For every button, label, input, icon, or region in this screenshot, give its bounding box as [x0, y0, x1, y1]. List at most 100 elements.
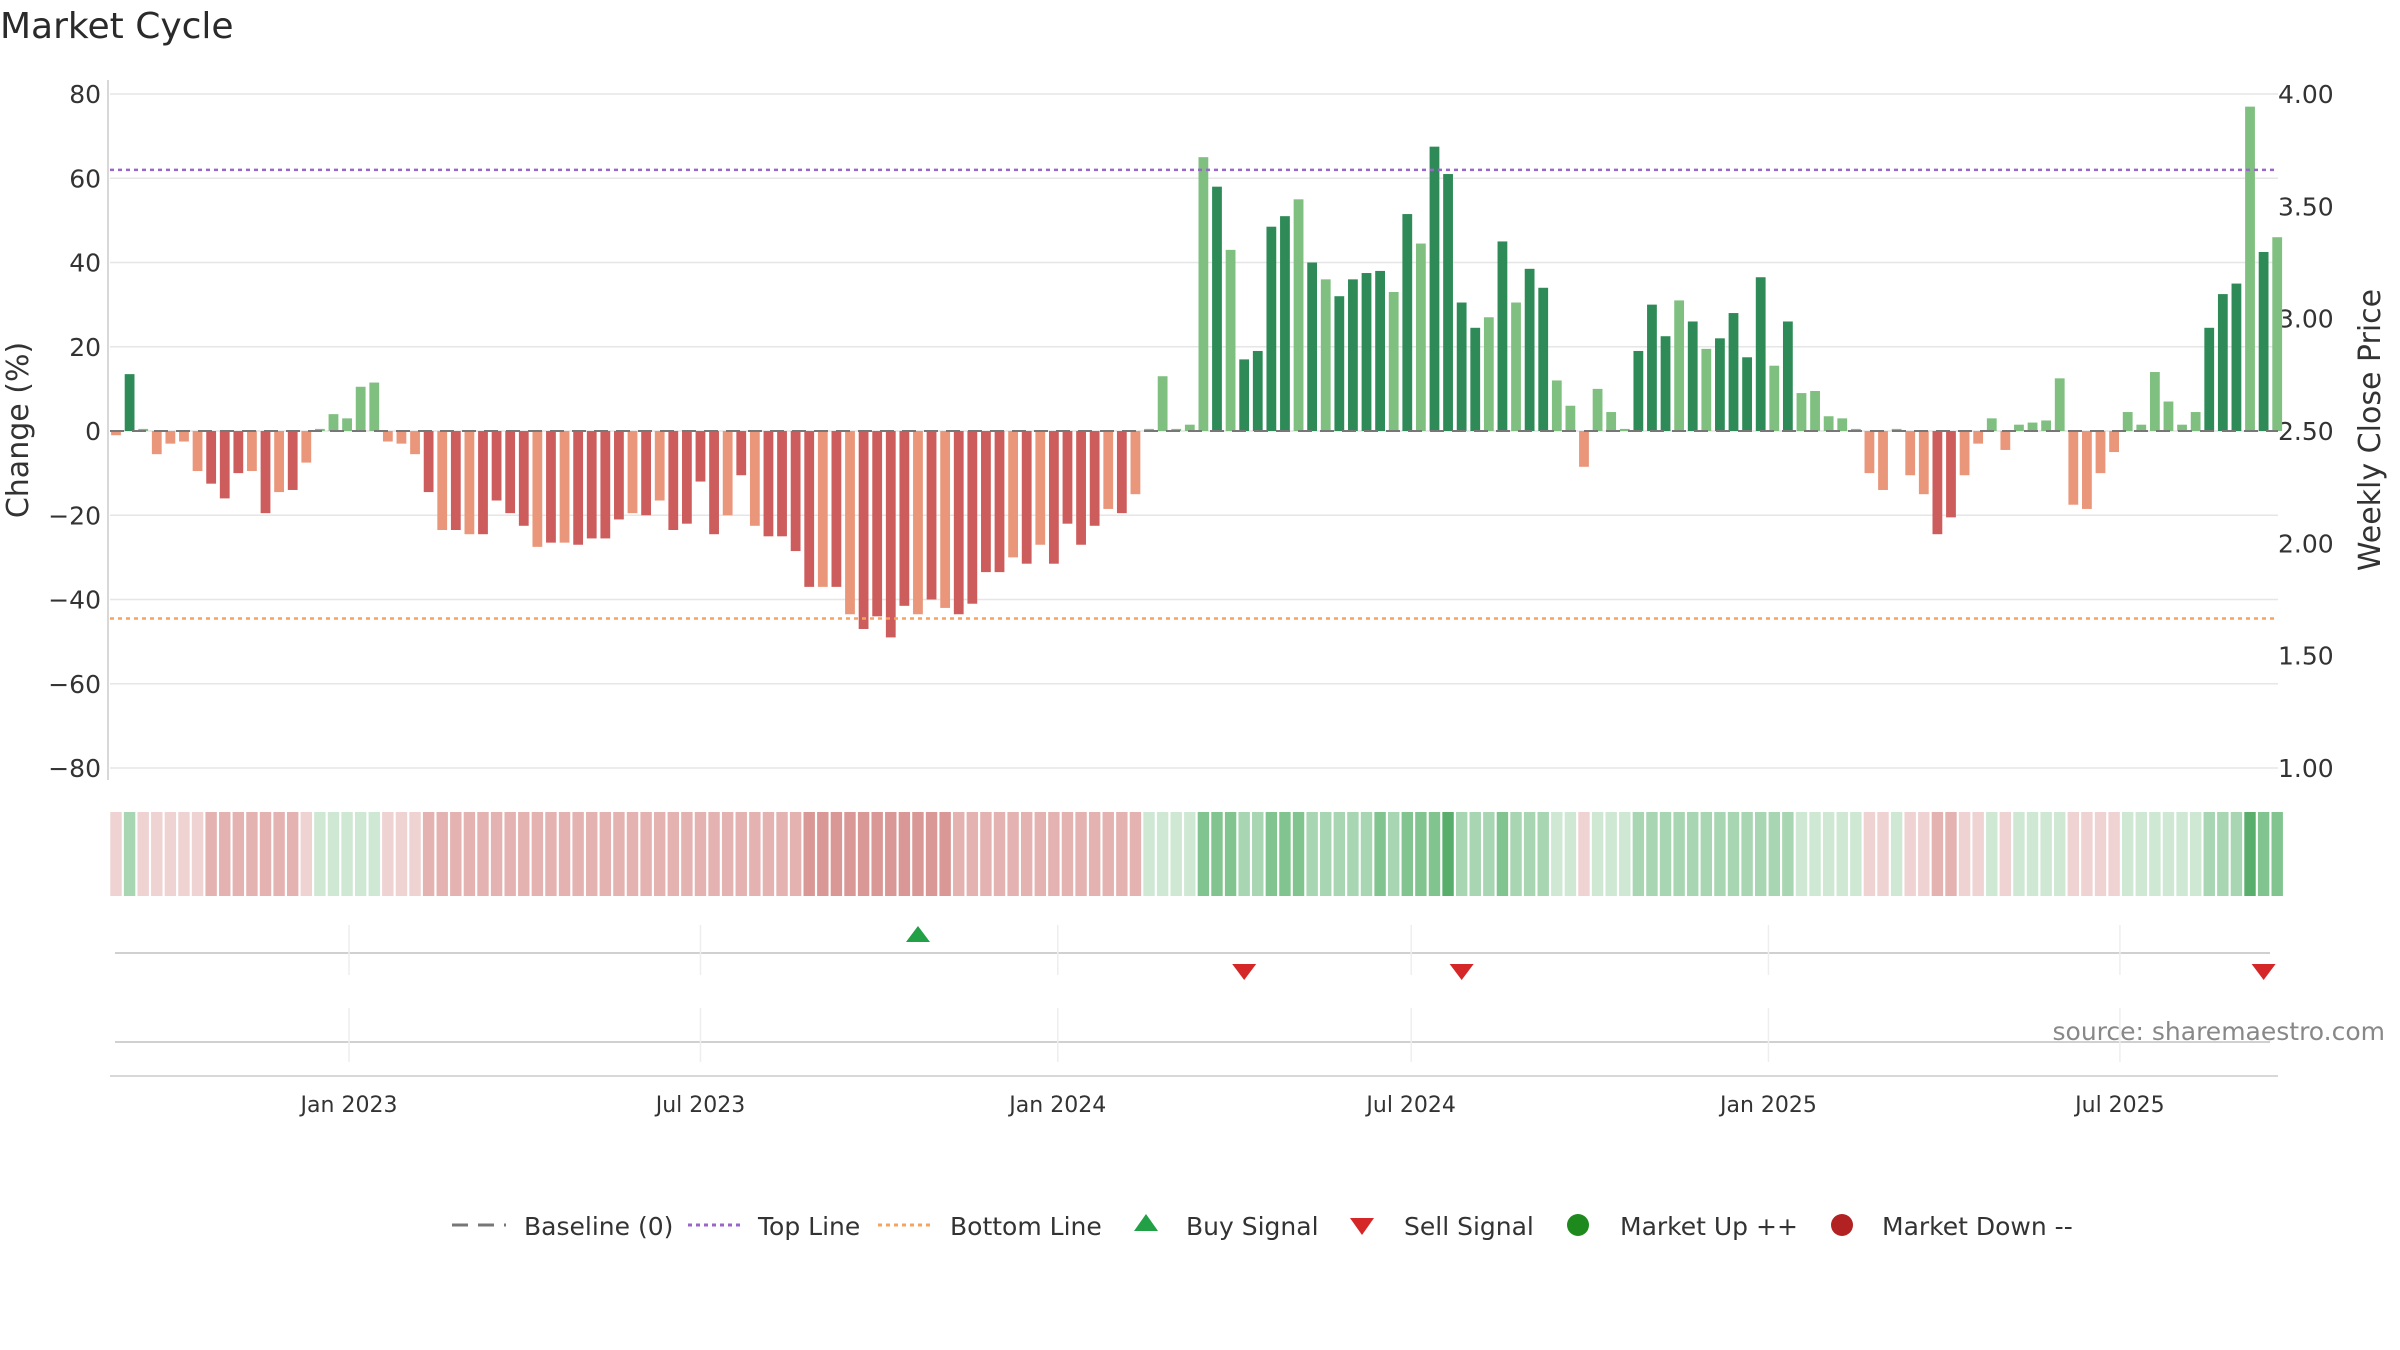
bar	[1280, 216, 1290, 431]
bar	[994, 431, 1005, 573]
bar	[179, 431, 189, 442]
bar	[845, 431, 855, 615]
bar	[1035, 431, 1046, 545]
bar	[681, 431, 692, 524]
band-cell	[857, 812, 870, 896]
band-cell	[925, 812, 938, 896]
bar	[369, 382, 380, 431]
bar	[940, 431, 951, 608]
bar	[1048, 431, 1059, 564]
bar	[206, 431, 217, 484]
band-cell	[1156, 812, 1169, 896]
bar	[1891, 428, 1902, 431]
bar	[1905, 431, 1916, 476]
band-cell	[1904, 812, 1916, 896]
bar	[872, 431, 883, 617]
band-cell	[640, 812, 652, 896]
bar	[763, 431, 774, 537]
bar	[2149, 372, 2160, 431]
band-cell	[776, 812, 788, 896]
bar	[722, 431, 733, 516]
bar	[2190, 412, 2201, 431]
y-tick-label: 60	[69, 164, 101, 193]
bar	[1402, 214, 1413, 431]
band-cell	[246, 812, 258, 896]
bar	[410, 431, 420, 455]
band-cell	[1986, 812, 1998, 896]
bar	[2041, 420, 2052, 431]
band-cell	[1442, 812, 1454, 896]
bar	[1171, 428, 1182, 431]
bar	[1850, 428, 1861, 431]
band-cell	[2271, 812, 2283, 896]
y2-tick-label: 3.50	[2278, 192, 2334, 221]
bar	[1878, 431, 1888, 490]
band-cell	[1279, 812, 1291, 896]
bar	[192, 431, 203, 472]
bar	[1946, 431, 1956, 518]
bar	[1538, 287, 1549, 431]
band-cell	[1510, 812, 1522, 896]
bar	[559, 431, 570, 543]
bar	[1864, 431, 1875, 474]
bar	[1701, 348, 1712, 431]
bar	[1524, 268, 1535, 431]
band-cell	[2149, 812, 2161, 896]
band-cell	[2026, 812, 2039, 896]
band-cell	[1687, 812, 1699, 896]
bar	[913, 431, 923, 615]
y2-tick-label: 1.00	[2278, 754, 2334, 783]
x-axis-ticks: Jan 2023 Jul 2023 Jan 2024 Jul 2024 Jan 2025…	[299, 1093, 2165, 1118]
band-cell	[382, 812, 394, 896]
bar	[1252, 350, 1263, 431]
bar	[2068, 431, 2079, 505]
bar	[1266, 226, 1277, 431]
band-cell	[1714, 812, 1726, 896]
bar	[1021, 431, 1032, 564]
bar	[1184, 424, 1195, 431]
y-tick-label: 40	[69, 249, 101, 278]
band-cell	[259, 812, 272, 896]
bar	[396, 431, 407, 444]
x-tick-label: Jan 2024	[1007, 1093, 1106, 1118]
signal-panel	[110, 925, 2278, 1077]
bar	[668, 431, 679, 530]
band-cell	[2040, 812, 2052, 896]
bar	[858, 431, 869, 629]
band-cell	[1347, 812, 1359, 896]
bar	[1633, 350, 1644, 431]
band-cell	[205, 812, 217, 896]
y2-tick-label: 4.00	[2278, 80, 2334, 109]
legend: Baseline (0) Top Line Bottom Line Buy Signa…	[452, 1212, 2073, 1241]
bar	[1361, 273, 1372, 431]
bar	[1769, 365, 1780, 431]
sell-signal-marker	[1449, 964, 1474, 980]
band-cell	[939, 812, 951, 896]
band-cell	[450, 812, 462, 896]
band-cell	[2081, 812, 2093, 896]
x-tick-label: Jan 2025	[1718, 1093, 1817, 1118]
bar	[1579, 431, 1589, 467]
bar	[1918, 431, 1929, 495]
band-cell	[1496, 812, 1509, 896]
band-cell	[1252, 812, 1264, 896]
legend-label: Baseline (0)	[524, 1212, 673, 1241]
band-cell	[1673, 812, 1685, 896]
chart-title: Market Cycle	[0, 6, 234, 47]
band-cell	[1320, 812, 1332, 896]
bar	[532, 431, 543, 547]
band-cell	[912, 812, 924, 896]
y-axis-label: Change (%)	[1, 342, 36, 518]
bar	[2054, 378, 2065, 431]
bar	[1551, 380, 1562, 431]
bar	[1293, 199, 1304, 431]
band-cell	[1116, 812, 1128, 896]
band-cell	[1020, 812, 1033, 896]
band-cell	[1306, 812, 1318, 896]
bar	[695, 431, 706, 482]
legend-label: Market Down --	[1882, 1212, 2073, 1241]
band-cell	[341, 812, 353, 896]
band-cell	[1632, 812, 1645, 896]
band-cell	[1564, 812, 1577, 896]
